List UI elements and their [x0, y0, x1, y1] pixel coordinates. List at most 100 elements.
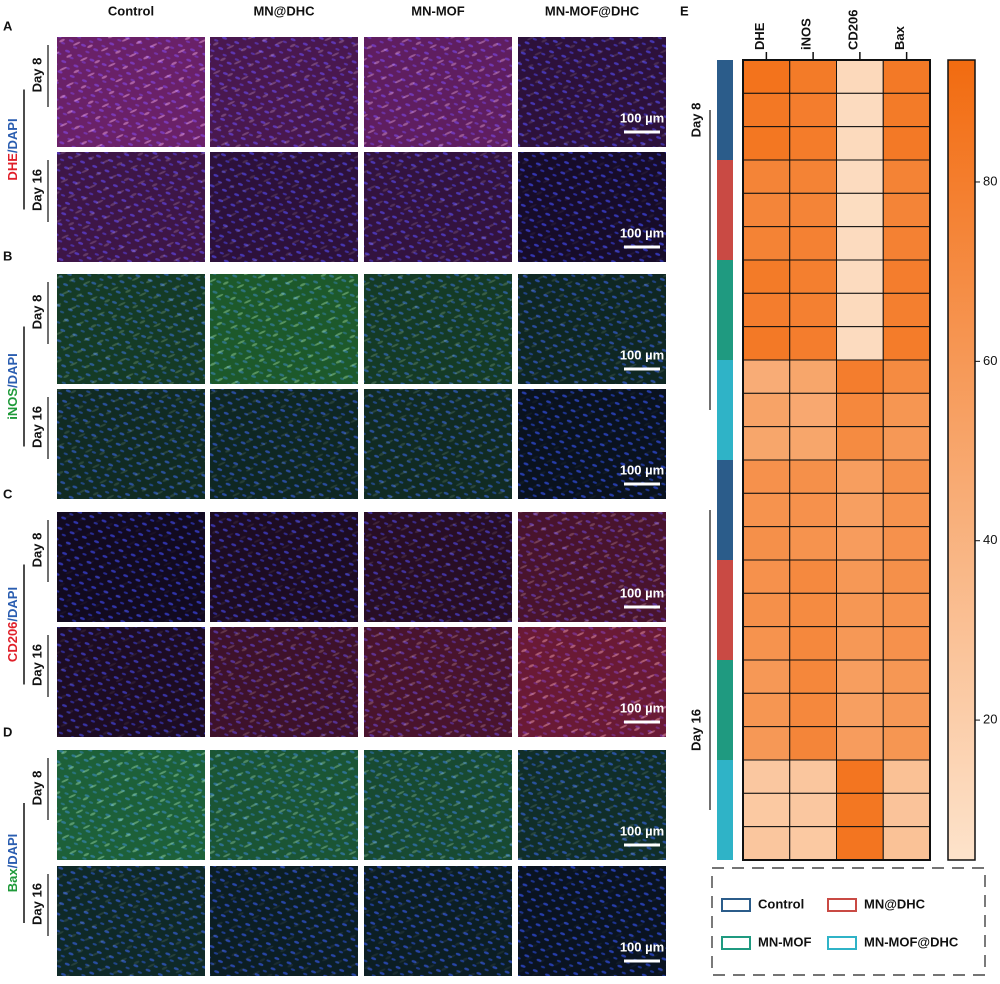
micrograph-signal [364, 866, 512, 976]
heatmap-cell [789, 126, 837, 161]
heatmap-cell [742, 492, 791, 528]
heatmap-cell [882, 159, 931, 194]
heatmap-cell [882, 792, 931, 828]
scale-bar-label: 100 µm [620, 585, 664, 600]
heatmap-cell [789, 359, 837, 394]
colorbar [947, 59, 976, 861]
micrograph-signal-tint [57, 37, 205, 147]
scale-bar-label: 100 µm [620, 225, 664, 240]
heatmap-cell [742, 826, 791, 861]
legend-label: MN@DHC [864, 896, 926, 911]
scale-bar-label: 100 µm [620, 939, 664, 954]
micrograph-signal [210, 866, 358, 976]
micrograph-signal [210, 512, 358, 622]
heatmap-cell [836, 792, 884, 828]
heatmap-cell [836, 292, 884, 328]
heatmap-cell [836, 659, 884, 694]
heatmap-cell [742, 326, 791, 361]
micrograph-signal [364, 750, 512, 860]
micrograph-signal-cells [518, 750, 666, 860]
micrograph-signal-tint [364, 512, 512, 622]
micrograph-signal [364, 37, 512, 147]
group-strip [717, 60, 733, 160]
legend-swatch [827, 936, 857, 950]
day-label: Day 16 [29, 406, 44, 448]
legend-label: MN-MOF@DHC [864, 934, 959, 949]
heatmap-cell [882, 592, 931, 628]
stain-part: iNOS [5, 388, 20, 420]
micrograph-signal-tint [210, 37, 358, 147]
heatmap-cell [742, 659, 791, 694]
panel-letter: B [3, 248, 12, 263]
heatmap-cell [742, 292, 791, 328]
micrograph-signal [364, 512, 512, 622]
micrograph-signal [364, 389, 512, 499]
heatmap-cell [789, 259, 837, 294]
micrograph-signal-cells [364, 866, 512, 976]
panel-letter: D [3, 724, 12, 739]
group-strip [717, 160, 733, 260]
heatmap-cell [836, 759, 884, 794]
panel-letter: E [680, 3, 689, 18]
micrograph-signal-cells [210, 627, 358, 737]
micrograph-signal-cells [57, 866, 205, 976]
micrograph-signal [57, 152, 205, 262]
micrograph-signal-cells [364, 750, 512, 860]
micrograph-signal-cells [210, 866, 358, 976]
heatmap-cell [742, 392, 791, 428]
heatmap-cell [836, 126, 884, 161]
micrograph-signal [518, 512, 666, 622]
micrograph-signal-tint [364, 152, 512, 262]
legend-label: MN-MOF [758, 934, 811, 949]
heatmap-column-label: DHE [752, 22, 767, 50]
legend-swatch [721, 936, 751, 950]
heatmap-cell [882, 92, 931, 128]
micrograph-signal [364, 627, 512, 737]
heatmap-cell [789, 459, 837, 494]
heatmap-cell [742, 592, 791, 628]
column-header: MN-MOF [411, 3, 464, 18]
heatmap-cell [742, 192, 791, 228]
legend-swatch [827, 898, 857, 912]
micrograph-signal-tint [364, 627, 512, 737]
heatmap-cell [882, 559, 931, 594]
micrograph-signal [518, 389, 666, 499]
legend-swatch [721, 898, 751, 912]
heatmap-cell [742, 226, 791, 261]
day-label: Day 8 [688, 103, 703, 138]
heatmap-cell [836, 392, 884, 428]
day-label: Day 8 [29, 533, 44, 568]
heatmap-cell [789, 526, 837, 561]
micrograph-signal-tint [57, 274, 205, 384]
group-strip [717, 460, 733, 560]
heatmap-cell [742, 626, 791, 661]
micrograph-signal [210, 37, 358, 147]
heatmap-cell [742, 726, 791, 761]
micrograph-signal-tint [518, 152, 666, 262]
micrograph-signal [57, 389, 205, 499]
micrograph-signal-tint [210, 512, 358, 622]
micrograph-signal-cells [57, 750, 205, 860]
heatmap-cell [882, 126, 931, 161]
micrograph-signal-tint [57, 152, 205, 262]
heatmap-cell [836, 692, 884, 728]
stain-part: Bax [5, 868, 20, 893]
group-strip [717, 660, 733, 760]
heatmap-cell [789, 159, 837, 194]
heatmap-cell [882, 526, 931, 561]
micrograph-signal-cells [518, 152, 666, 262]
day-label: Day 8 [29, 58, 44, 93]
heatmap-cell [836, 192, 884, 228]
heatmap-cell [836, 526, 884, 561]
heatmap-cell [742, 59, 791, 94]
heatmap-cell [742, 359, 791, 394]
scale-bar-label: 100 µm [620, 462, 664, 477]
panel-letter: A [3, 18, 13, 33]
micrograph-signal [57, 37, 205, 147]
scale-bar-label: 100 µm [620, 110, 664, 125]
heatmap-cell [789, 59, 837, 94]
stain-part: CD206 [5, 622, 20, 662]
heatmap-cell [882, 259, 931, 294]
heatmap-cell [882, 192, 931, 228]
stain-part: /DAPI [5, 834, 20, 869]
